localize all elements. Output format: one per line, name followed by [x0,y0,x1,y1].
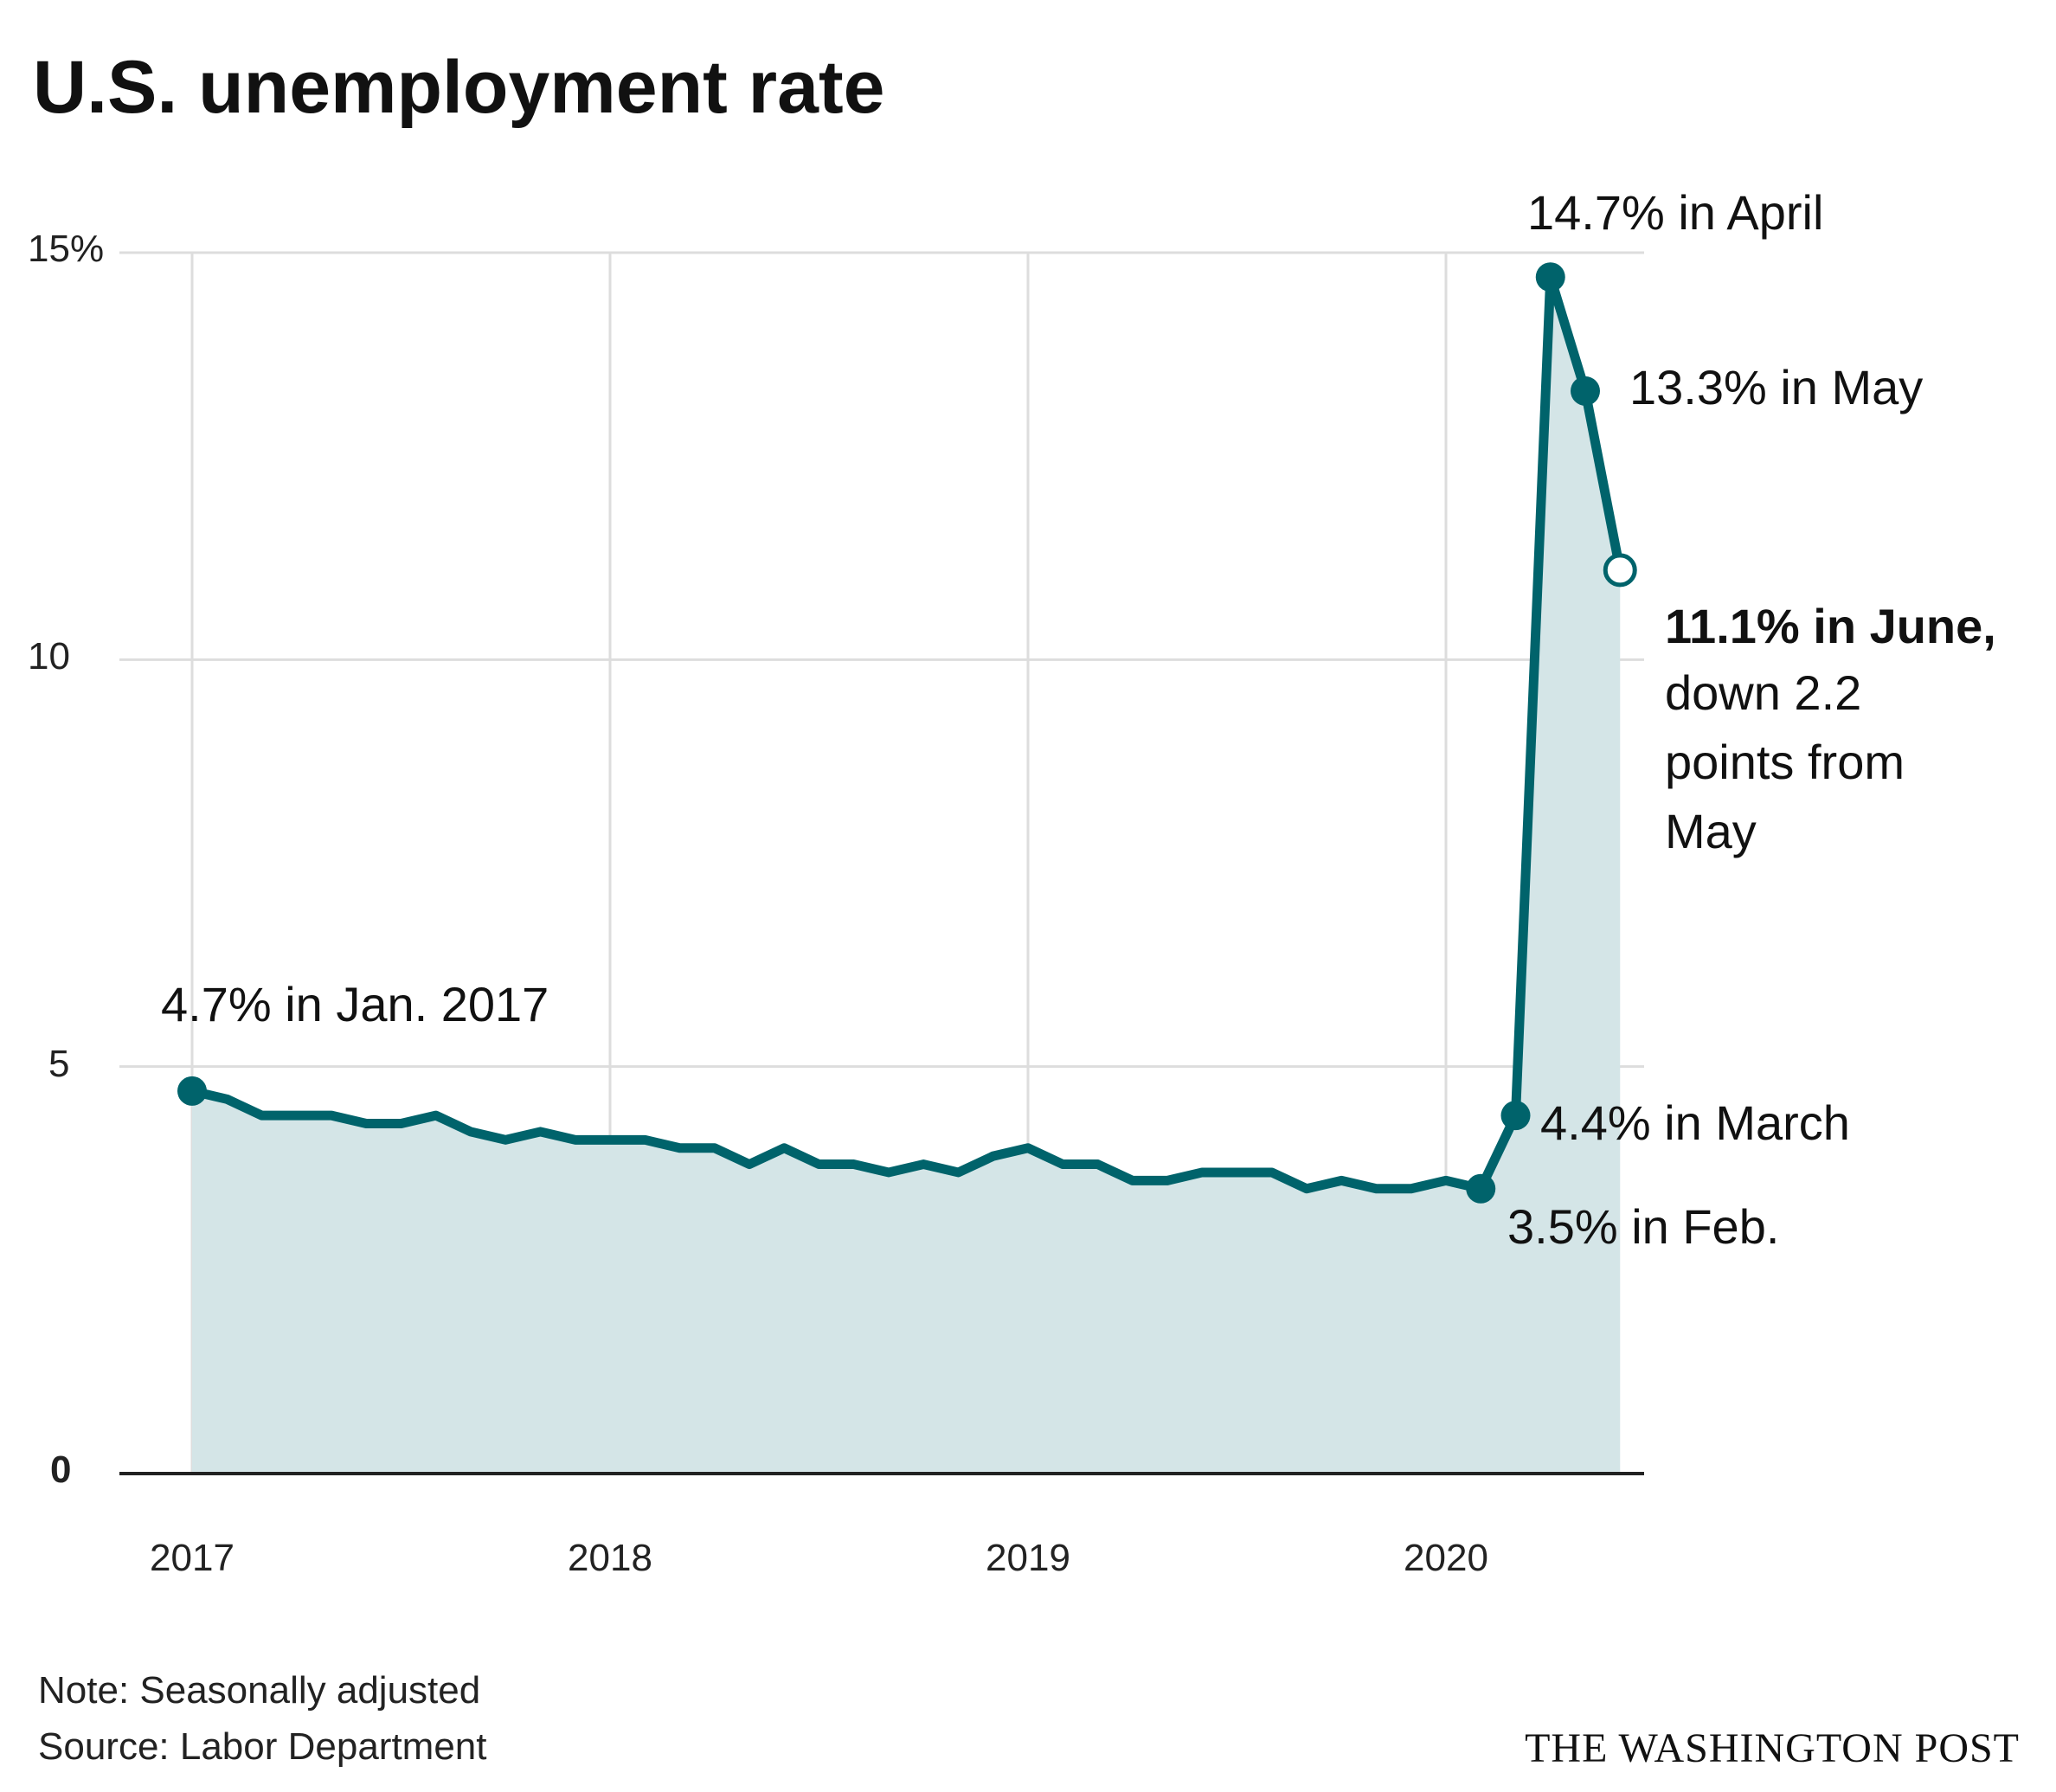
annotation-june-line-2: down 2.2 [1665,665,1861,720]
data-point-2020-04 [1535,262,1565,292]
annotation-april: 14.7% in April [1527,185,1823,240]
x-tick-label-2018: 2018 [568,1537,652,1579]
y-axis-ticks: 15% 10 5 0 [28,228,104,1491]
chart-title: U.S. unemployment rate [33,46,884,129]
area-layer [192,277,1621,1474]
annotation-june-line-3: points from [1665,735,1905,789]
annotation-jan-2017: 4.7% in Jan. 2017 [161,977,549,1031]
grid-lines [119,251,1644,1474]
y-tick-label-15: 15% [28,228,104,270]
footer: Note: Seasonally adjusted Source: Labor … [38,1669,2020,1771]
annotations: 4.7% in Jan. 2017 3.5% in Feb. 4.4% in M… [161,185,1996,1254]
annotation-june-line-4: May [1665,804,1757,858]
line-layer [187,272,1625,1194]
footer-note: Note: Seasonally adjusted [38,1669,480,1712]
y-tick-label-0: 0 [50,1448,71,1491]
annotation-june-headline: 11.1% in June, [1665,599,1996,653]
footer-source: Source: Labor Department [38,1725,487,1768]
data-point-2020-02 [1466,1173,1496,1204]
data-point-2020-06 [1603,553,1637,588]
data-point-2020-03 [1500,1101,1531,1131]
publisher-credit: THE WASHINGTON POST [1525,1725,2020,1771]
annotation-march: 4.4% in March [1540,1095,1850,1150]
annotation-feb: 3.5% in Feb. [1507,1199,1779,1254]
x-tick-label-2020: 2020 [1404,1537,1488,1579]
y-tick-label-10: 10 [28,635,70,678]
x-tick-label-2019: 2019 [986,1537,1070,1579]
area-fill [192,277,1621,1474]
x-axis-ticks: 2017 2018 2019 2020 [150,1537,1488,1579]
highlight-points [177,262,1637,1204]
y-tick-label-5: 5 [48,1043,69,1085]
data-point-2020-05 [1571,376,1600,406]
annotation-may: 13.3% in May [1629,360,1923,414]
series-line [187,272,1625,1194]
x-tick-label-2017: 2017 [150,1537,235,1579]
data-point-2017-01 [177,1076,207,1106]
